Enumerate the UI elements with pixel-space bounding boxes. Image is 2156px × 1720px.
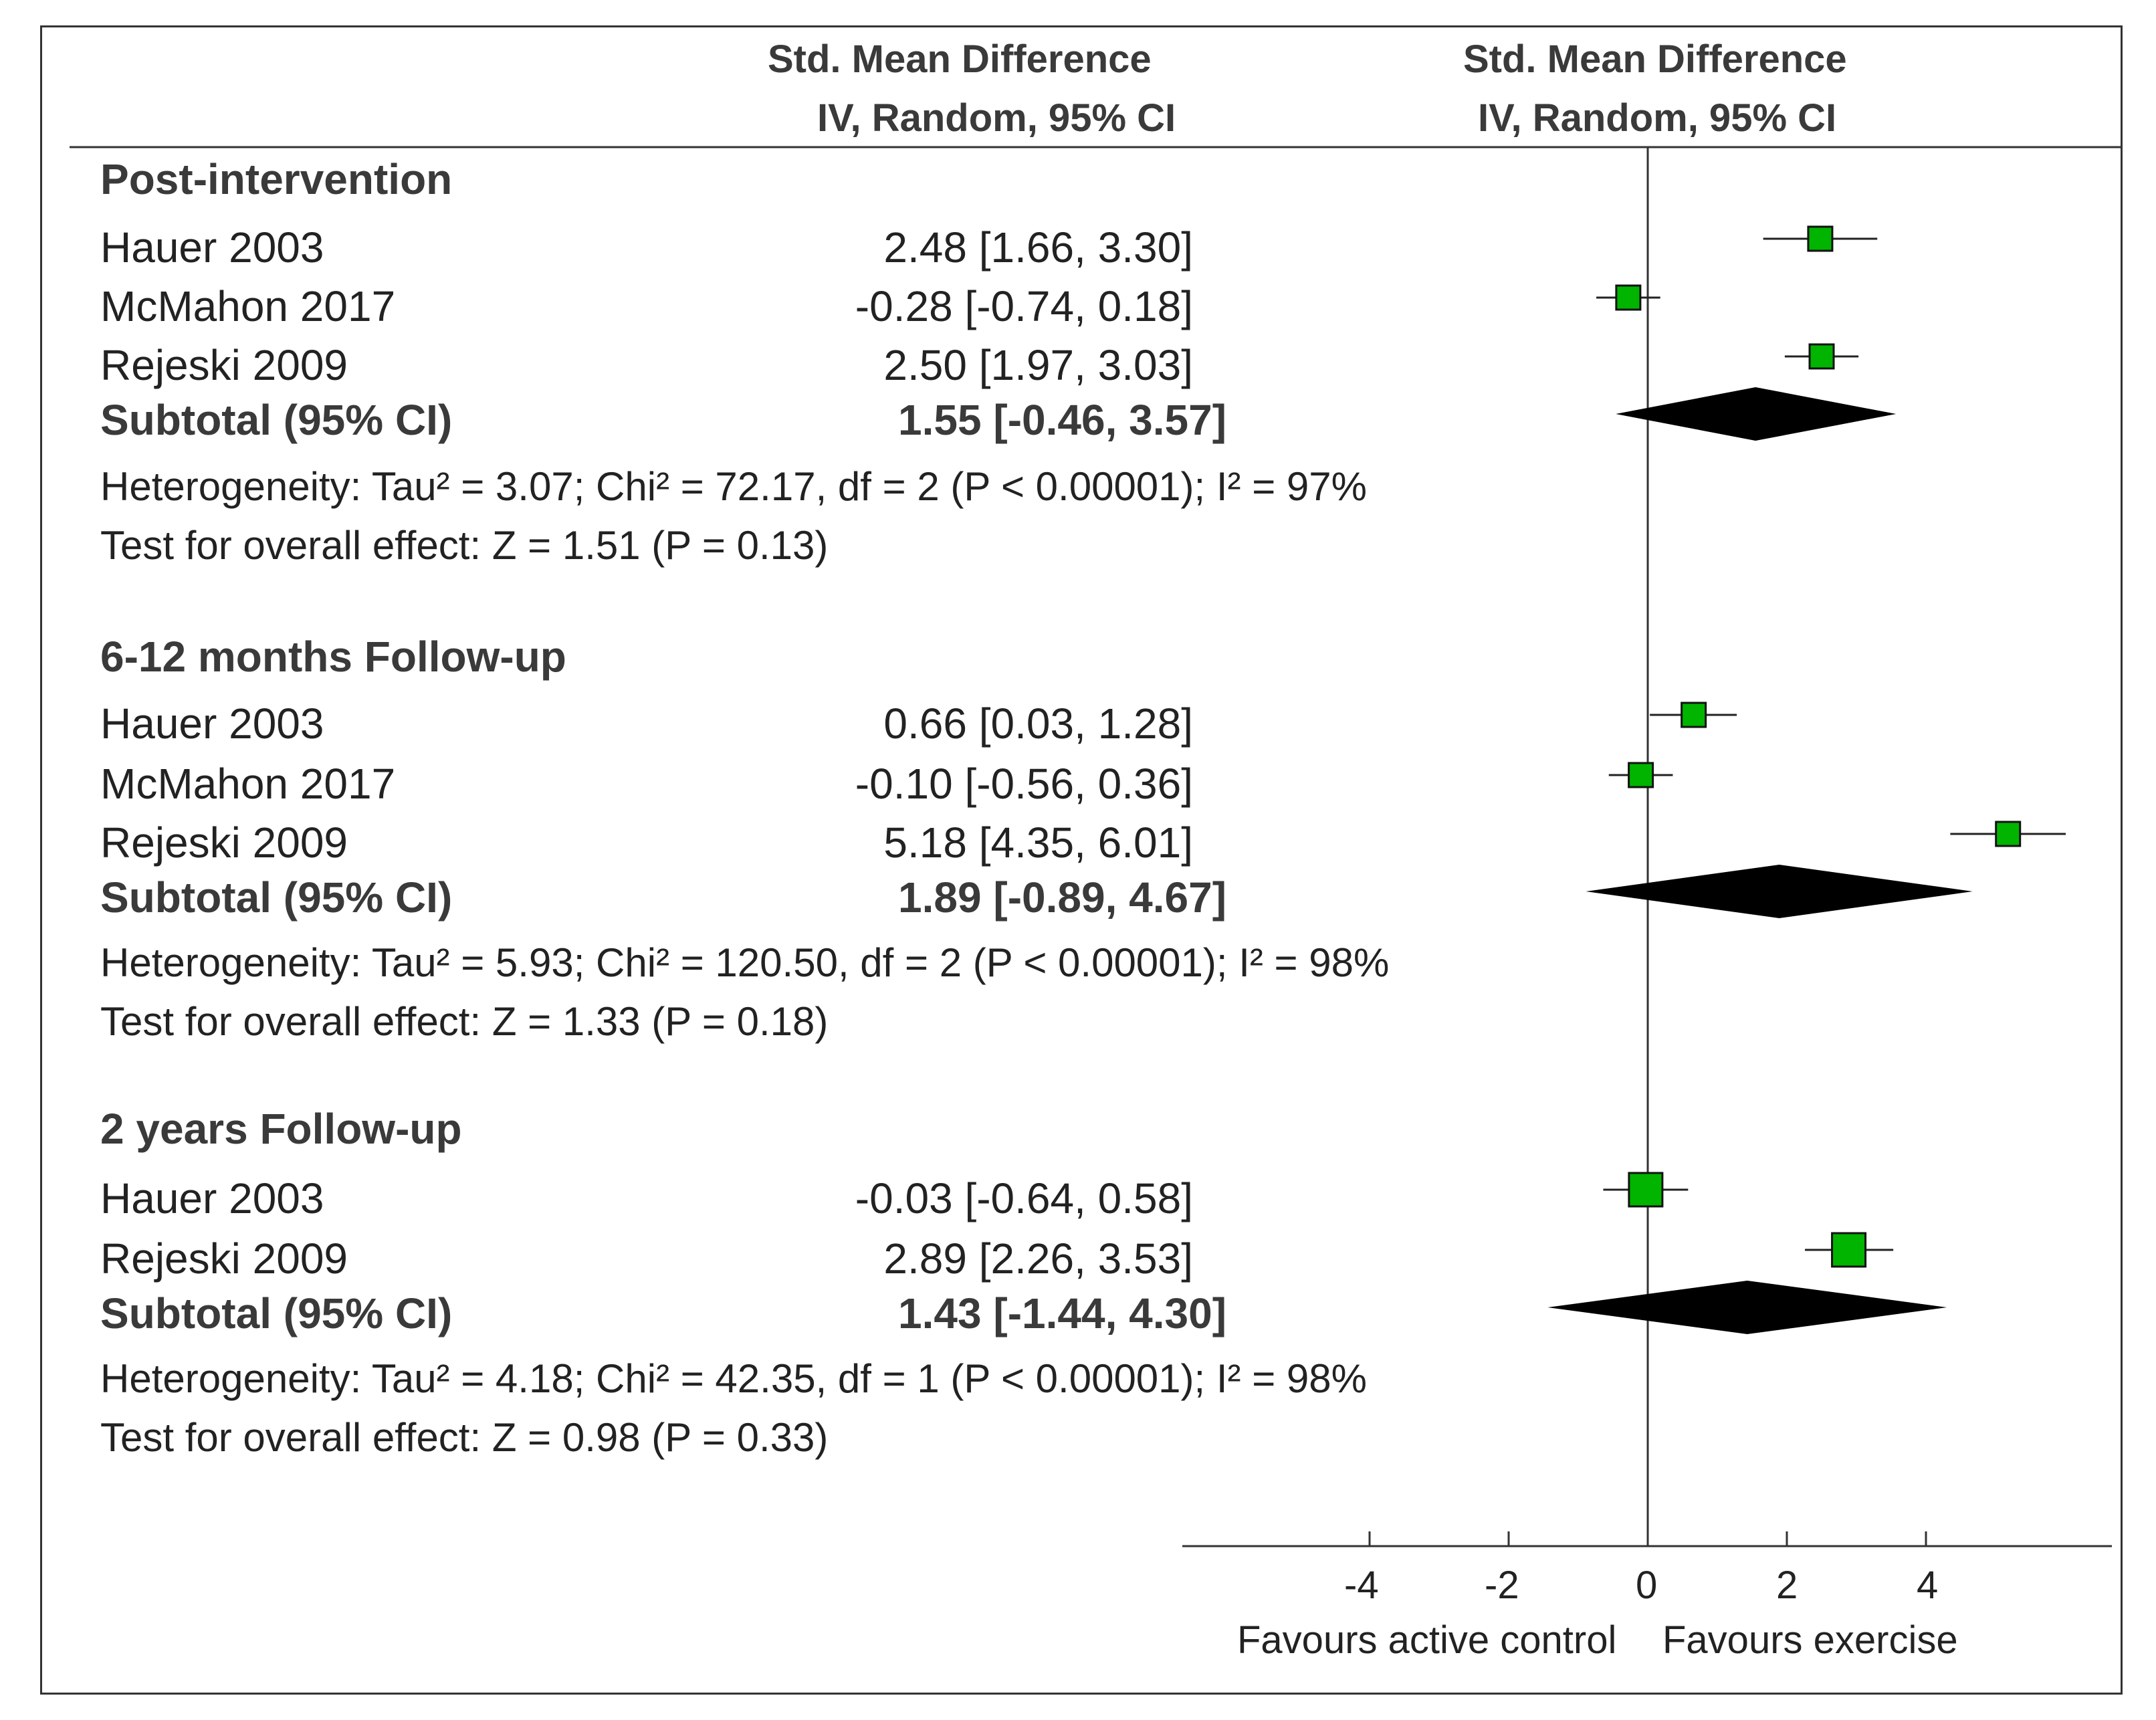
right-header-line1: Std. Mean Difference <box>1463 37 1847 81</box>
subtotal-label: Subtotal (95% CI) <box>100 873 453 922</box>
subtotal-diamond <box>1547 1281 1947 1334</box>
study-name: McMahon 2017 <box>100 282 396 330</box>
subtotal-diamond <box>1586 865 1973 918</box>
study-name: McMahon 2017 <box>100 760 396 808</box>
axis-label-right: Favours exercise <box>1662 1618 1958 1662</box>
study-marker <box>1807 225 1834 252</box>
x-tick-label: -4 <box>1344 1564 1379 1607</box>
right-header-line2: IV, Random, 95% CI <box>1478 96 1837 140</box>
x-tick-label: -2 <box>1485 1564 1519 1607</box>
study-marker <box>1628 762 1654 788</box>
study-estimate: 5.18 [4.35, 6.01] <box>883 819 1193 867</box>
x-tick-label: 0 <box>1636 1564 1658 1607</box>
study-name: Hauer 2003 <box>100 223 324 272</box>
left-header-line2: IV, Random, 95% CI <box>817 96 1176 140</box>
study-estimate: 2.89 [2.26, 3.53] <box>883 1234 1193 1283</box>
study-estimate: -0.03 [-0.64, 0.58] <box>855 1174 1193 1222</box>
study-estimate: -0.28 [-0.74, 0.18] <box>855 282 1193 330</box>
figure-frame <box>40 25 2123 1695</box>
subtotal-diamond <box>1616 387 1897 441</box>
subtotal-estimate: 1.55 [-0.46, 3.57] <box>898 396 1226 444</box>
group-title: 6-12 months Follow-up <box>100 633 566 681</box>
study-marker <box>1808 343 1835 370</box>
overall-effect-text: Test for overall effect: Z = 1.51 (P = 0… <box>100 523 829 568</box>
study-estimate: 0.66 [0.03, 1.28] <box>883 700 1193 748</box>
group-title: Post-intervention <box>100 155 453 203</box>
subtotal-label: Subtotal (95% CI) <box>100 396 453 444</box>
heterogeneity-text: Heterogeneity: Tau² = 4.18; Chi² = 42.35… <box>100 1356 1367 1401</box>
study-marker <box>1615 284 1642 311</box>
study-marker <box>1831 1232 1867 1268</box>
study-marker <box>1628 1172 1664 1208</box>
overall-effect-text: Test for overall effect: Z = 1.33 (P = 0… <box>100 999 829 1044</box>
study-estimate: 2.48 [1.66, 3.30] <box>883 223 1193 272</box>
x-tick-label: 2 <box>1776 1564 1798 1607</box>
study-name: Rejeski 2009 <box>100 819 348 867</box>
heterogeneity-text: Heterogeneity: Tau² = 5.93; Chi² = 120.5… <box>100 940 1390 985</box>
study-marker <box>1681 702 1707 728</box>
study-marker <box>1995 821 2022 847</box>
study-name: Hauer 2003 <box>100 1174 324 1222</box>
x-tick-label: 4 <box>1917 1564 1939 1607</box>
study-name: Rejeski 2009 <box>100 341 348 389</box>
study-estimate: -0.10 [-0.56, 0.36] <box>855 760 1193 808</box>
heterogeneity-text: Heterogeneity: Tau² = 3.07; Chi² = 72.17… <box>100 464 1367 509</box>
subtotal-estimate: 1.43 [-1.44, 4.30] <box>898 1289 1226 1337</box>
overall-effect-text: Test for overall effect: Z = 0.98 (P = 0… <box>100 1415 829 1460</box>
study-estimate: 2.50 [1.97, 3.03] <box>883 341 1193 389</box>
left-header-line1: Std. Mean Difference <box>768 37 1152 81</box>
subtotal-estimate: 1.89 [-0.89, 4.67] <box>898 873 1226 922</box>
study-name: Hauer 2003 <box>100 700 324 748</box>
study-name: Rejeski 2009 <box>100 1234 348 1283</box>
subtotal-label: Subtotal (95% CI) <box>100 1289 453 1337</box>
axis-label-left: Favours active control <box>1237 1618 1617 1662</box>
group-title: 2 years Follow-up <box>100 1105 462 1153</box>
